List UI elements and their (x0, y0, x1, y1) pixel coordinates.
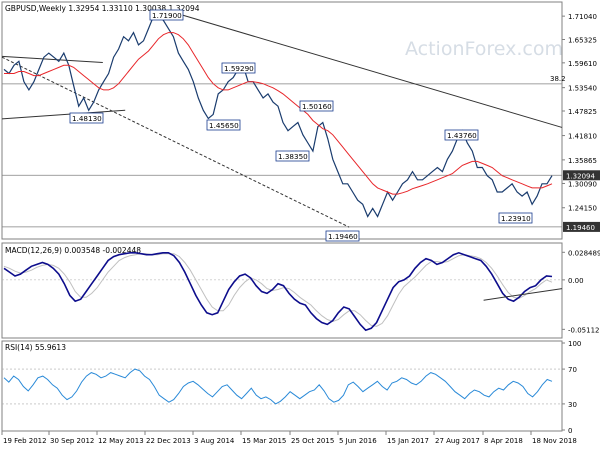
x-tick-label: 5 Jun 2016 (339, 437, 377, 445)
macd-panel (1, 242, 563, 339)
price-y-tick-label: 1.35865 (568, 157, 597, 165)
fib-level-label: 38.2 (550, 75, 566, 83)
x-tick-label: 15 Jan 2017 (387, 437, 429, 445)
price-label: 1.19460 (328, 232, 358, 241)
trendline (1, 109, 126, 120)
rsi-y-tick-label: 0 (568, 427, 572, 435)
x-tick-label: 30 Sep 2012 (50, 437, 94, 445)
price-label: 1.59290 (224, 64, 254, 73)
price-label-box (498, 212, 533, 224)
price-label-box (206, 119, 241, 131)
dashed-trendline (1, 56, 350, 228)
price-y-tick-label: 1.30090 (568, 180, 597, 188)
price-y-tick-label: 1.41810 (568, 133, 597, 141)
x-tick-label: 3 Aug 2014 (194, 437, 235, 445)
x-tick-label: 18 Nov 2018 (532, 437, 577, 445)
macd-series (3, 251, 553, 332)
low-price-tag: 1.19460 (566, 224, 595, 232)
price-y-tick-label: 1.65325 (568, 36, 597, 44)
last-price-badge (563, 170, 600, 181)
trendline (169, 10, 563, 128)
moving-average-series (4, 32, 553, 195)
x-tick-label: 25 Oct 2015 (291, 437, 334, 445)
macd-y-tick-label: 0.00 (568, 277, 584, 285)
watermark: ActionForex.com (405, 38, 563, 60)
x-tick-label: 22 Dec 2013 (146, 437, 191, 445)
price-header: GBPUSD,Weekly 1.32954 1.33110 1.30038 1.… (5, 4, 200, 13)
x-tick-label: 12 May 2013 (98, 437, 144, 445)
price-label: 1.45650 (209, 121, 239, 130)
price-label-box (149, 9, 184, 21)
macd-trendline (483, 288, 563, 301)
x-tick-label: 27 Aug 2017 (435, 437, 480, 445)
rsi-y-tick-label: 70 (568, 366, 577, 374)
x-tick-label: 19 Feb 2012 (3, 437, 47, 445)
rsi-series (3, 368, 553, 405)
price-label: 1.50160 (302, 102, 332, 111)
rsi-panel (1, 340, 563, 432)
price-label-box (444, 129, 479, 141)
trendline (1, 55, 103, 63)
price-label: 1.48130 (72, 114, 102, 123)
price-y-tick-label: 1.47825 (568, 108, 597, 116)
price-label-box (325, 230, 360, 242)
price-label: 1.38350 (278, 152, 308, 161)
price-label-box (299, 100, 334, 112)
rsi-header: RSI(14) 55.9613 (5, 343, 66, 352)
price-label-box (275, 150, 310, 162)
x-tick-label: 8 Apr 2018 (484, 437, 523, 445)
price-y-tick-label: 1.71040 (568, 13, 597, 21)
rsi-y-tick-label: 100 (568, 340, 581, 348)
price-y-tick-label: 1.53540 (568, 85, 597, 93)
last-price-label: 1.32094 (566, 172, 595, 180)
macd-y-tick-label: 0.028489 (568, 249, 600, 257)
low-price-badge (563, 221, 600, 232)
x-tick-label: 15 Mar 2015 (242, 437, 286, 445)
macd-header: MACD(12,26,9) 0.003548 -0.002448 (5, 246, 141, 255)
price-label-box (69, 112, 104, 124)
price-label-box (221, 62, 256, 74)
price-y-tick-label: 1.24150 (568, 205, 597, 213)
price-label: 1.23910 (501, 214, 531, 223)
price-label: 1.43760 (447, 131, 477, 140)
macd-signal-series (3, 253, 553, 327)
rsi-y-tick-label: 30 (568, 401, 577, 409)
macd-y-tick-label: -0.051125 (568, 326, 600, 334)
price-y-tick-label: 1.59610 (568, 60, 597, 68)
price-label: 1.71900 (152, 11, 182, 20)
